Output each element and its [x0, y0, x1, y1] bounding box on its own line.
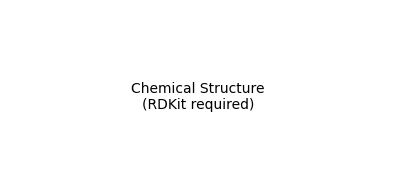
Text: Chemical Structure
(RDKit required): Chemical Structure (RDKit required) [131, 82, 265, 112]
